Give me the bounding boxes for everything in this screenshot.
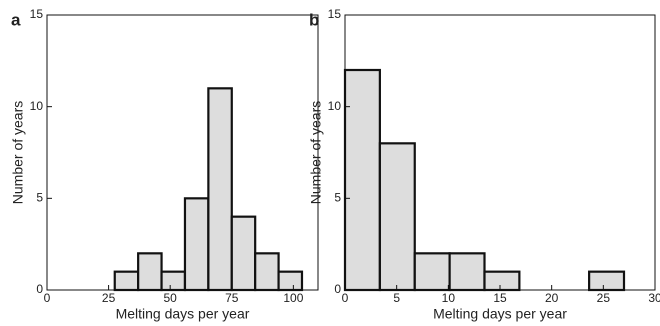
x-tick-label: 100	[283, 291, 303, 305]
bar	[160, 270, 187, 292]
x-tick-label: 5	[393, 291, 400, 305]
bar	[137, 252, 163, 292]
bar	[448, 252, 486, 292]
y-tick-label: 15	[30, 7, 44, 21]
panel-label: a	[11, 10, 21, 29]
y-tick-label: 10	[328, 99, 342, 113]
bar	[207, 87, 233, 292]
x-tick-label: 30	[648, 291, 660, 305]
y-axis-label: Number of years	[10, 101, 26, 204]
bar	[343, 68, 381, 292]
bar	[483, 270, 521, 292]
y-axis-label: Number of years	[308, 101, 324, 204]
bar	[254, 252, 280, 292]
x-tick-label: 0	[44, 291, 51, 305]
bar	[113, 270, 140, 292]
x-axis-label: Melting days per year	[116, 306, 250, 322]
x-tick-label: 15	[493, 291, 507, 305]
y-tick-label: 10	[30, 99, 44, 113]
x-tick-label: 25	[597, 291, 611, 305]
bar	[413, 252, 451, 292]
plot-frame	[46, 14, 319, 291]
bar	[588, 270, 626, 292]
bar	[378, 142, 416, 292]
x-tick-label: 50	[164, 291, 178, 305]
y-tick-label: 0	[36, 282, 43, 296]
y-tick-label: 5	[36, 191, 43, 205]
bar	[183, 197, 210, 292]
panel-label: b	[309, 10, 319, 29]
x-tick-label: 25	[102, 291, 116, 305]
x-tick-label: 0	[342, 291, 349, 305]
x-tick-label: 20	[545, 291, 559, 305]
x-tick-label: 75	[225, 291, 239, 305]
bar	[277, 270, 304, 292]
y-tick-label: 5	[334, 191, 341, 205]
bar	[230, 215, 257, 292]
x-axis-label: Melting days per year	[433, 306, 567, 322]
y-tick-label: 0	[334, 282, 341, 296]
x-tick-label: 10	[442, 291, 456, 305]
y-tick-label: 15	[328, 7, 342, 21]
